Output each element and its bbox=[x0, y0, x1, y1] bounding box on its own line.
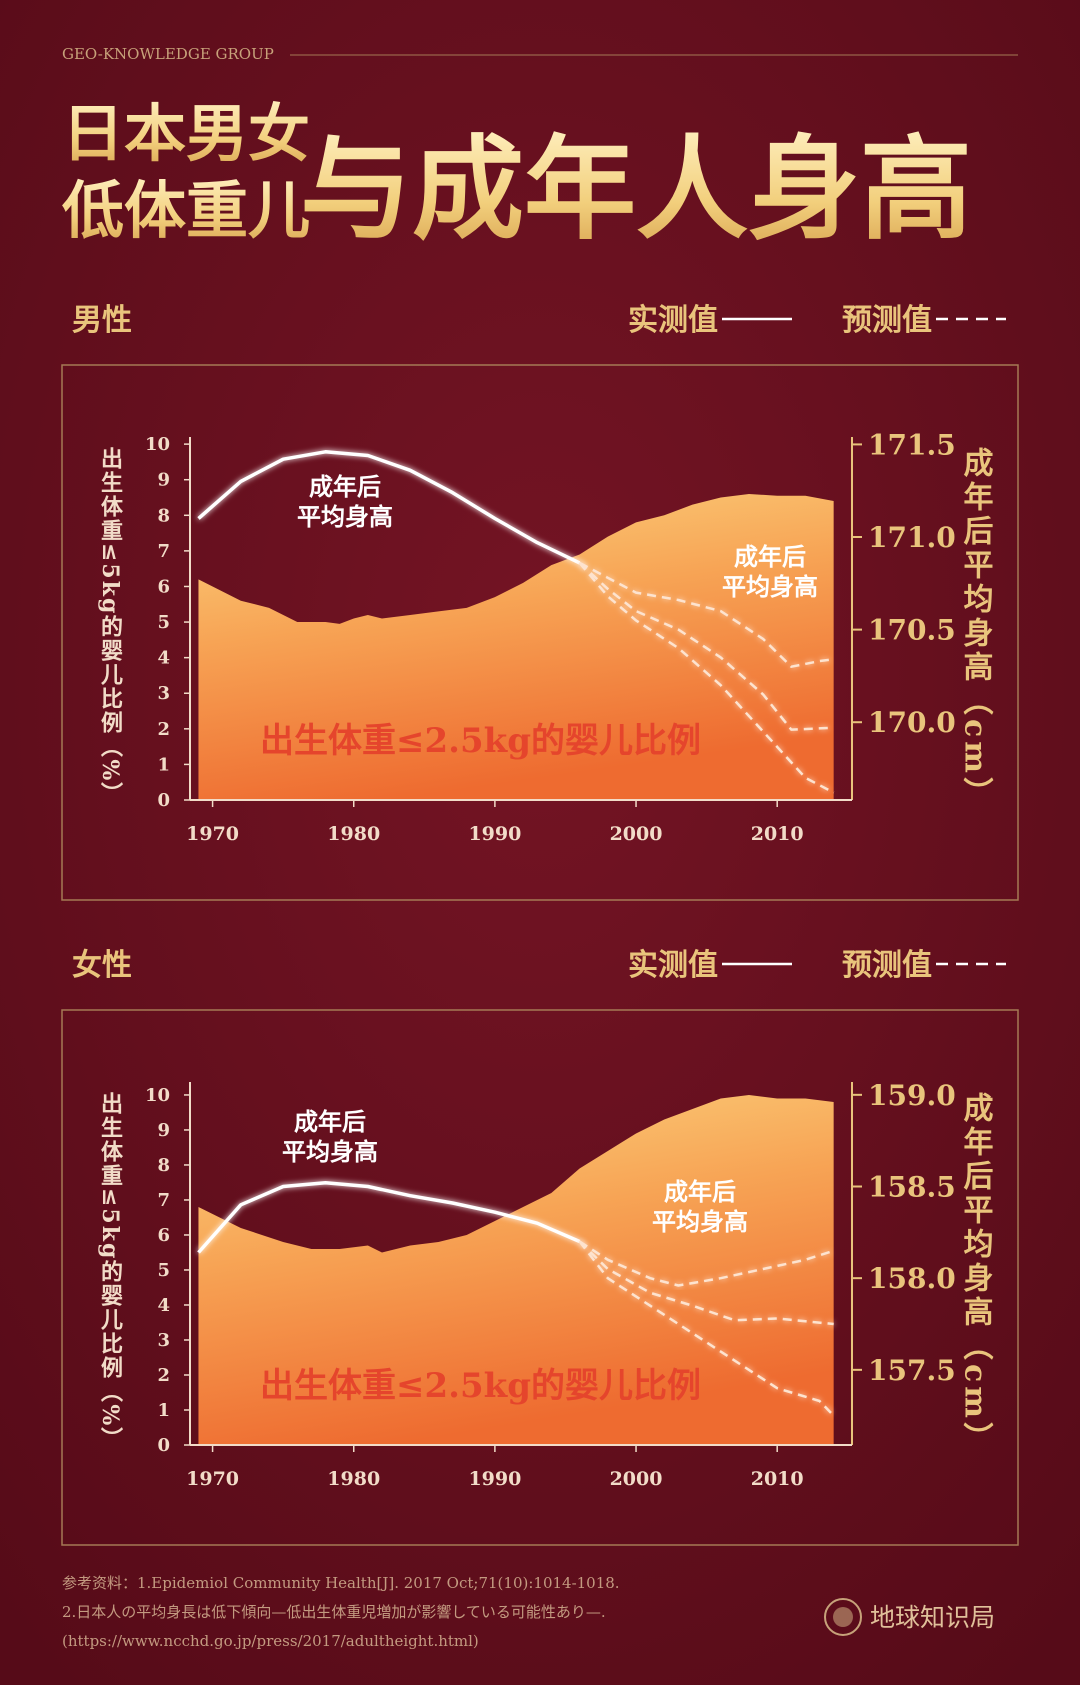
title-small: 低体重儿 bbox=[62, 174, 310, 247]
y2-tick-label: 159.0 bbox=[868, 1079, 956, 1112]
y-tick-label: 6 bbox=[157, 1225, 170, 1246]
y-tick-label: 9 bbox=[157, 1120, 170, 1141]
annotation: 平均身高 bbox=[282, 1138, 378, 1166]
annotation: 成年后 bbox=[294, 1108, 366, 1136]
reference: 2.日本人の平均身長は低下傾向—低出生体重児増加が影響している可能性あり—. bbox=[62, 1603, 606, 1621]
y-tick-label: 3 bbox=[157, 1330, 170, 1351]
x-tick-label: 1990 bbox=[468, 823, 521, 845]
annotation: 成年后 bbox=[309, 473, 381, 501]
y-tick-label: 9 bbox=[157, 470, 170, 491]
y-tick-label: 5 bbox=[157, 612, 170, 633]
x-tick-label: 2010 bbox=[751, 1468, 804, 1490]
logo: 地球知识局 bbox=[870, 1603, 995, 1632]
x-tick-label: 1990 bbox=[468, 1468, 521, 1490]
y-tick-label: 7 bbox=[157, 1190, 170, 1211]
x-tick-label: 1970 bbox=[186, 1468, 239, 1490]
annotation: 平均身高 bbox=[297, 503, 393, 531]
y-tick-label: 2 bbox=[157, 719, 170, 740]
y-tick-label: 4 bbox=[157, 648, 170, 669]
logo-icon bbox=[833, 1607, 853, 1627]
legend-label: 实测值 bbox=[628, 948, 718, 983]
y-tick-label: 1 bbox=[157, 754, 170, 775]
reference: 参考资料：1.Epidemiol Community Health[J]. 20… bbox=[62, 1574, 620, 1592]
y2-axis-title: 成年后平均身高（cm） bbox=[958, 1092, 994, 1456]
x-tick-label: 1970 bbox=[186, 823, 239, 845]
y-axis-title: 出生体重≤5kg的婴儿比例（%） bbox=[97, 447, 124, 806]
actual-line bbox=[197, 1181, 581, 1254]
x-tick-label: 1980 bbox=[327, 1468, 380, 1490]
annotation: 成年后 bbox=[734, 543, 806, 571]
y2-axis-title: 成年后平均身高（cm） bbox=[958, 447, 994, 811]
actual-line bbox=[197, 450, 581, 565]
y2-tick-label: 171.5 bbox=[868, 428, 956, 461]
projection-line bbox=[578, 1240, 835, 1287]
legend-label: 预测值 bbox=[842, 948, 932, 983]
y-tick-label: 8 bbox=[157, 505, 170, 526]
y2-tick-label: 171.0 bbox=[868, 521, 956, 554]
panel-frame bbox=[61, 1009, 1019, 1546]
y-tick-label: 5 bbox=[157, 1260, 170, 1281]
y2-tick-label: 170.5 bbox=[868, 614, 956, 647]
y-tick-label: 0 bbox=[157, 1435, 170, 1456]
title-big: 与成年人身高 bbox=[300, 124, 972, 255]
y-tick-label: 10 bbox=[145, 434, 170, 455]
x-tick-label: 1980 bbox=[327, 823, 380, 845]
x-tick-label: 2000 bbox=[610, 1468, 663, 1490]
subtitle: 男性 bbox=[72, 303, 132, 338]
subtitle: 女性 bbox=[72, 948, 132, 983]
y-tick-label: 2 bbox=[157, 1365, 170, 1386]
area-label: 出生体重≤2.5kg的婴儿比例 bbox=[260, 721, 701, 761]
area bbox=[198, 1094, 834, 1445]
y-tick-label: 1 bbox=[157, 1400, 170, 1421]
legend-label: 实测值 bbox=[628, 303, 718, 338]
legend-label: 预测值 bbox=[842, 303, 932, 338]
y-tick-label: 0 bbox=[157, 790, 170, 811]
y-tick-label: 10 bbox=[145, 1085, 170, 1106]
projection-line bbox=[579, 561, 834, 668]
brand: GEO-KNOWLEDGE GROUP bbox=[62, 45, 274, 63]
y2-tick-label: 170.0 bbox=[868, 706, 956, 739]
x-tick-label: 2000 bbox=[610, 823, 663, 845]
y2-tick-label: 158.5 bbox=[868, 1171, 956, 1204]
y-tick-label: 8 bbox=[157, 1155, 170, 1176]
logo-icon bbox=[824, 1598, 862, 1636]
y-tick-label: 4 bbox=[157, 1295, 170, 1316]
y-tick-label: 6 bbox=[157, 576, 170, 597]
y-tick-label: 3 bbox=[157, 683, 170, 704]
panel-frame bbox=[61, 364, 1019, 901]
projection-line bbox=[578, 562, 835, 794]
area-label: 出生体重≤2.5kg的婴儿比例 bbox=[260, 1366, 701, 1406]
projection-line bbox=[578, 1240, 835, 1417]
y2-tick-label: 157.5 bbox=[868, 1354, 956, 1387]
annotation: 平均身高 bbox=[722, 573, 818, 601]
area bbox=[198, 493, 834, 800]
y-tick-label: 7 bbox=[157, 541, 170, 562]
y-axis-title: 出生体重≤5kg的婴儿比例（%） bbox=[97, 1092, 124, 1451]
x-tick-label: 2010 bbox=[751, 823, 804, 845]
annotation: 平均身高 bbox=[652, 1208, 748, 1236]
annotation: 成年后 bbox=[664, 1178, 736, 1206]
y2-tick-label: 158.0 bbox=[868, 1262, 956, 1295]
title-small: 日本男女 bbox=[62, 97, 310, 170]
reference: (https://www.ncchd.go.jp/press/2017/adul… bbox=[62, 1632, 479, 1650]
